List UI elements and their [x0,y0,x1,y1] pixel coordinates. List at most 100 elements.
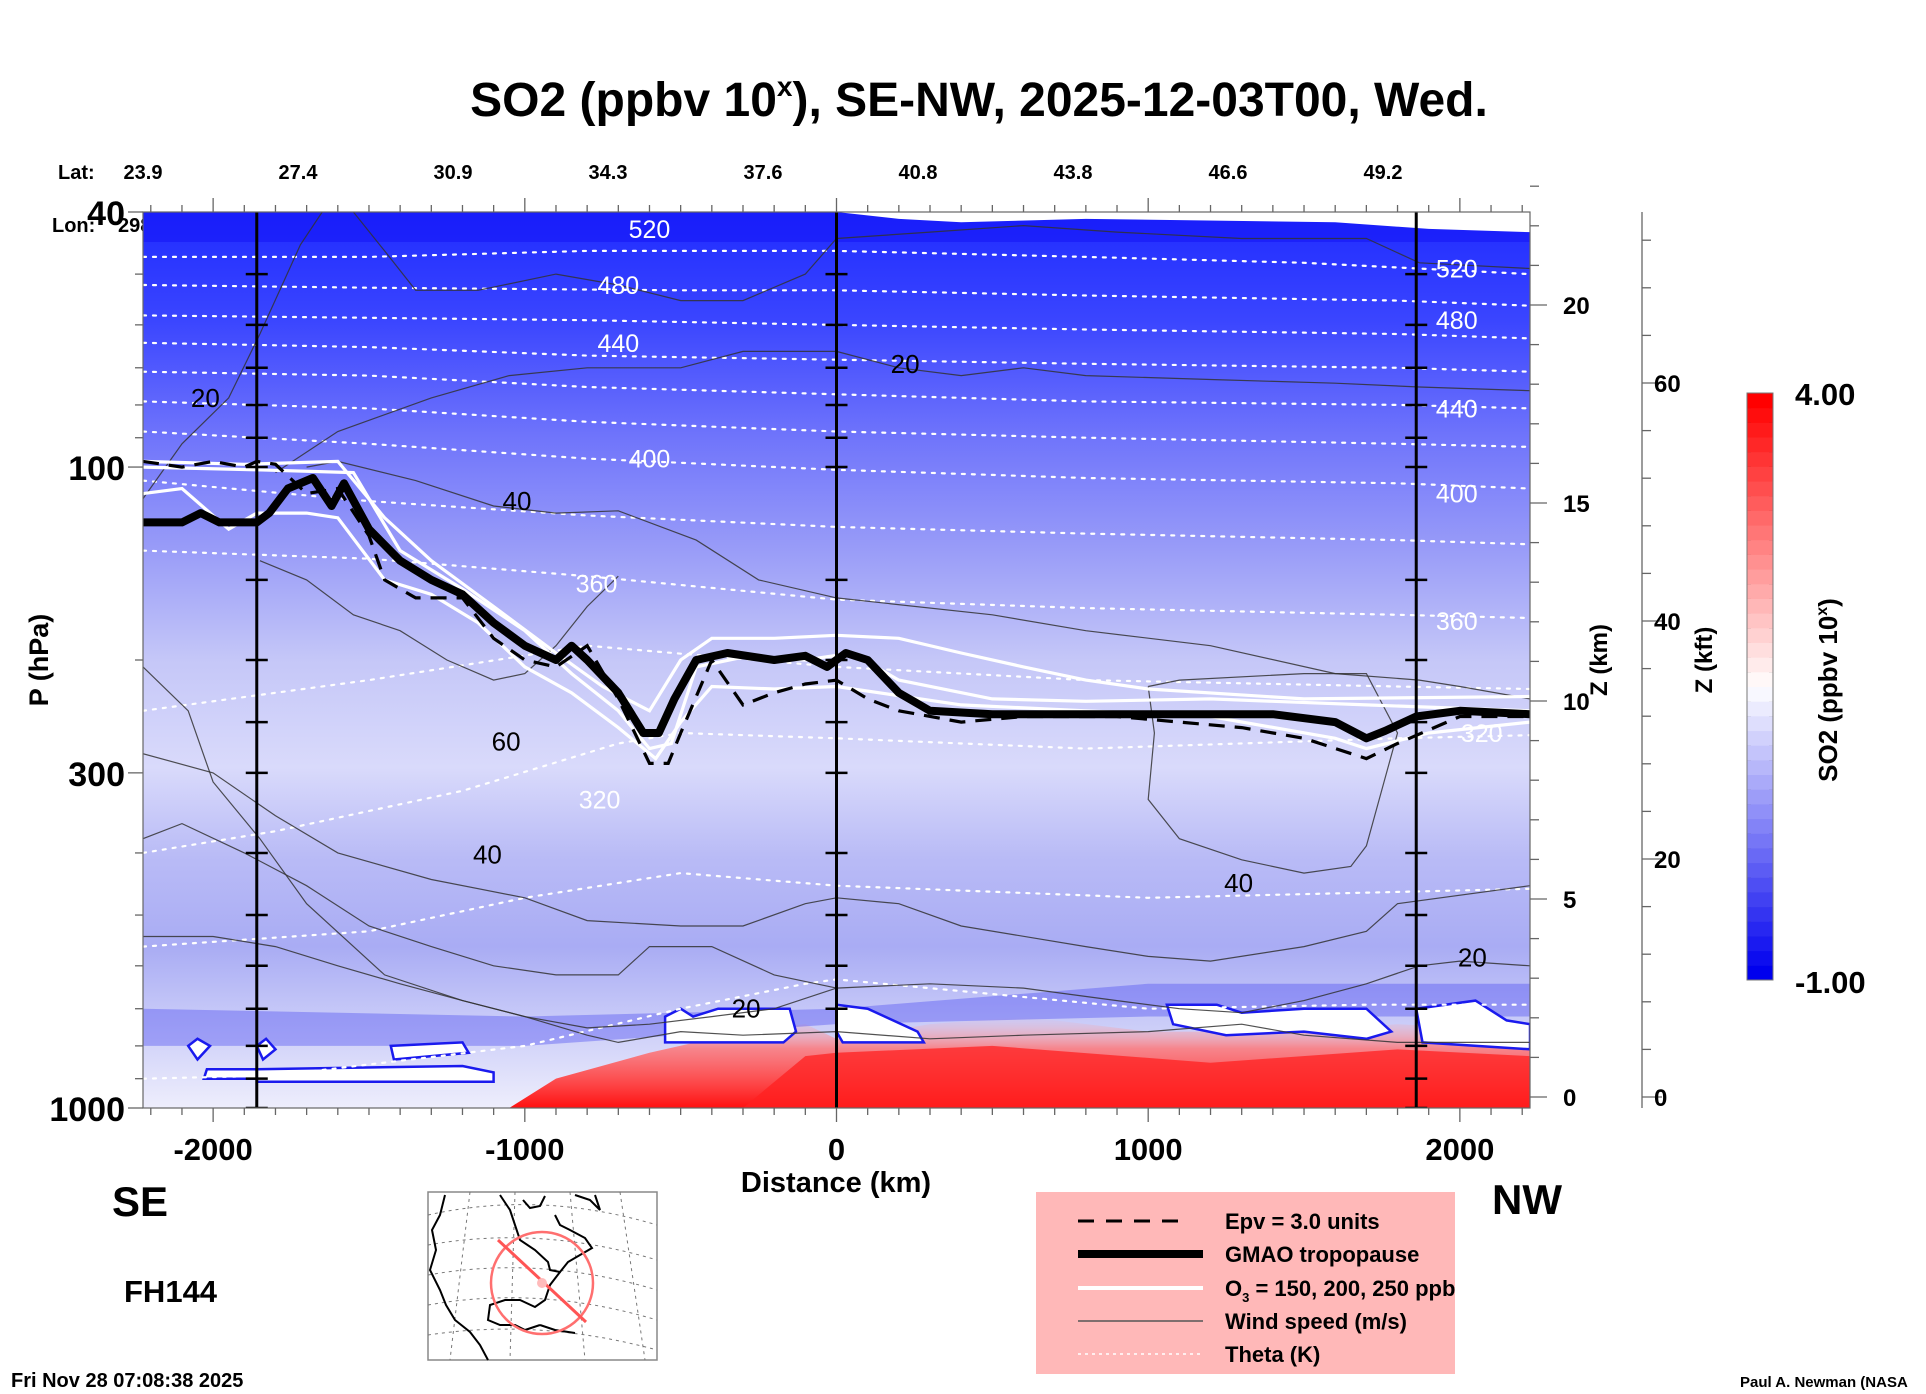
wind-speed-label: 40 [473,839,502,869]
colorbar-band [1747,525,1773,541]
colorbar-frame [1746,392,1774,981]
legend-label-epv: Epv = 3.0 units [1225,1209,1380,1234]
theta-label: 320 [579,786,621,814]
colorbar-max-label: 4.00 [1795,377,1855,412]
colorbar-band [1747,393,1773,409]
lon-label: Lon: [52,215,95,237]
ozone-contour-250 [143,486,1530,761]
ozone-contour-150 [143,459,1530,713]
colorbar-band [1747,422,1773,438]
vertical-markers [245,212,1428,1108]
x-axis-label: Distance (km) [741,1167,931,1199]
z-km-tick-label: 5 [1563,887,1576,914]
y-tick-label: 1000 [49,1091,125,1129]
colorbar-band [1747,466,1773,482]
coastline-north-america [428,1194,601,1361]
colorbar-band [1747,701,1773,717]
x-tick-label: -1000 [485,1132,564,1167]
y-tick-label: 300 [68,756,125,794]
wind-speed-label: 20 [191,383,220,413]
colorbar-band [1747,627,1773,643]
theta-label: 480 [597,272,639,300]
colorbar-band [1747,906,1773,922]
wind-speed-contour [143,666,1530,1044]
legend-label-wind: Wind speed (m/s) [1225,1309,1407,1334]
wind-speed-contour [143,935,1530,1029]
colorbar-band [1747,745,1773,761]
legend-label-tropopause: GMAO tropopause [1225,1242,1419,1267]
colorbar-band [1747,847,1773,864]
wind-speed-contour [306,460,1530,700]
missing-data-island [186,1037,212,1062]
theta-label: 440 [1436,395,1478,423]
colorbar-band [1747,437,1773,453]
lat-value: 27.4 [279,162,319,184]
theta-label: 320 [1461,720,1503,748]
legend-label-ozone: O3 = 150, 200, 250 ppb [1225,1276,1455,1305]
lat-value: 23.9 [124,162,163,184]
colorbar-band [1747,715,1773,732]
epv-3-line [143,459,1530,765]
gmao-tropopause [143,474,1530,743]
missing-data-island [389,1041,471,1061]
colorbar-band [1747,642,1773,658]
colorbar-band [1747,583,1773,599]
wind-speed-label: 40 [1224,868,1253,898]
wind-speed-contour [259,560,619,681]
y-axis-label: P (hPa) [24,614,54,707]
colorbar-band [1747,833,1773,849]
theta-label: 360 [1436,608,1478,636]
colorbar-band [1747,686,1773,702]
colorbar-band [1747,818,1773,834]
wind-speed-label: 20 [891,349,920,379]
colorbar-label: SO2 (ppbv 10x) [1813,598,1843,782]
colorbar-band [1747,759,1773,776]
legend-label-theta: Theta (K) [1225,1342,1320,1367]
theta-label: 400 [1436,481,1478,509]
colorbar-band [1747,495,1773,511]
z-km-tick-label: 20 [1563,293,1590,320]
colorbar-band [1747,891,1773,908]
credit: Paul A. Newman (NASA [1740,1374,1908,1391]
z-km-tick-label: 15 [1563,491,1590,518]
direction-left-label: SE [112,1178,168,1225]
wind-speed-contour [1147,673,1399,874]
x-tick-label: -2000 [173,1132,252,1167]
colorbar-band [1747,803,1773,820]
wind-speed-contour [143,753,1530,962]
colorbar-band [1747,613,1773,629]
so2-surface-plume-core [742,1045,1530,1108]
colorbar-band [1747,862,1773,878]
colorbar-band [1747,950,1773,966]
z-kft-tick-label: 0 [1654,1085,1667,1112]
colorbar-band [1747,671,1773,687]
timestamp: Fri Nov 28 07:08:38 2025 [11,1370,243,1392]
z-kft-tick-label: 20 [1654,847,1681,874]
colorbar-band [1747,921,1773,937]
wind-speed-label: 20 [1458,942,1487,972]
wind-speed-contour [275,350,1530,474]
lat-value: 49.2 [1364,162,1403,184]
colorbar-band [1747,935,1773,952]
colorbar-band [1747,539,1773,555]
wind-speed-label: 20 [732,994,761,1024]
wind-speed-contour [143,212,323,499]
colorbar-band [1747,965,1773,981]
colorbar-band [1747,510,1773,526]
theta-contour-310 [143,871,1530,948]
lat-value: 46.6 [1209,162,1248,184]
lat-value: 43.8 [1054,162,1093,184]
region-circle [489,1230,595,1336]
z-km-tick-label: 0 [1563,1085,1576,1112]
x-tick-label: 2000 [1425,1132,1494,1167]
missing-data-island [255,1037,278,1062]
colorbar [1746,392,1774,981]
map-inset [427,1191,658,1361]
wind-speed-label: 60 [492,726,521,756]
wind-speed-label: 40 [503,486,532,516]
z-kft-tick-label: 40 [1654,609,1681,636]
colorbar-band [1747,554,1773,570]
z-kft-axis-label: Z (kft) [1691,627,1718,694]
colorbar-band [1747,657,1773,673]
